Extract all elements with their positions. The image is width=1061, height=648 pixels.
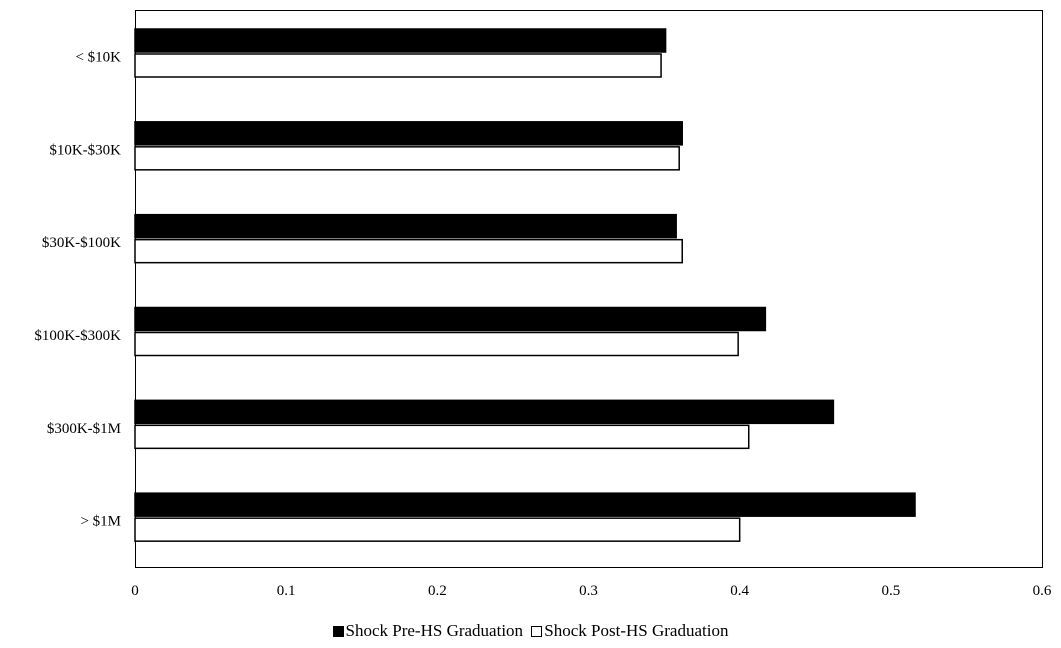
category-label: $300K-$1M	[47, 421, 121, 437]
legend: Shock Pre-HS Graduation Shock Post-HS Gr…	[0, 620, 1061, 643]
category-label: $100K-$300K	[34, 328, 121, 344]
category-labels-group: < $10K $10K-$30K $30K-$100K $100K-$300K $300…	[34, 49, 121, 529]
x-axis-ticks-group: 0 0.1 0.2 0.3 0.4 0.5 0.6	[131, 583, 1052, 599]
bar-pre-hs-100k-300k	[134, 306, 767, 332]
x-tick-label: 0	[131, 583, 139, 599]
bar-pre-hs-1m	[134, 492, 916, 517]
x-tick-label: 0.3	[579, 583, 598, 599]
bar-pre-hs-300k-1m	[134, 399, 835, 425]
x-tick-label: 0.2	[428, 583, 447, 599]
x-tick-label: 0.4	[730, 583, 749, 599]
legend-swatch-pre-hs	[332, 625, 344, 637]
plot-frame	[135, 10, 1043, 568]
category-label: $30K-$100K	[42, 235, 121, 251]
x-tick-label: 0.5	[881, 583, 900, 599]
legend-label-pre-hs: Shock Pre-HS Graduation	[345, 621, 524, 640]
category-label: > $1M	[80, 514, 121, 530]
x-tick-label: 0.1	[277, 583, 296, 599]
legend-label-post-hs: Shock Post-HS Graduation	[544, 621, 729, 640]
category-label: $10K-$30K	[49, 142, 121, 158]
legend-item-pre-hs: Shock Pre-HS Graduation	[332, 620, 524, 642]
bars-group	[134, 28, 916, 542]
x-tick-label: 0.6	[1033, 583, 1052, 599]
legend-swatch-post-hs	[531, 625, 543, 637]
bar-post-hs-10k-30k	[134, 146, 680, 171]
bar-pre-hs-10k	[134, 28, 667, 53]
bar-post-hs-100k-300k	[134, 331, 739, 357]
bar-post-hs-10k	[134, 53, 662, 78]
bar-post-hs-1m	[134, 517, 741, 542]
bar-pre-hs-30k-100k	[134, 213, 677, 239]
bar-post-hs-30k-100k	[134, 238, 683, 264]
legend-item-post-hs: Shock Post-HS Graduation	[531, 620, 728, 642]
bar-post-hs-300k-1m	[134, 424, 750, 450]
category-label: < $10K	[75, 49, 121, 65]
bar-pre-hs-10k-30k	[134, 121, 683, 146]
